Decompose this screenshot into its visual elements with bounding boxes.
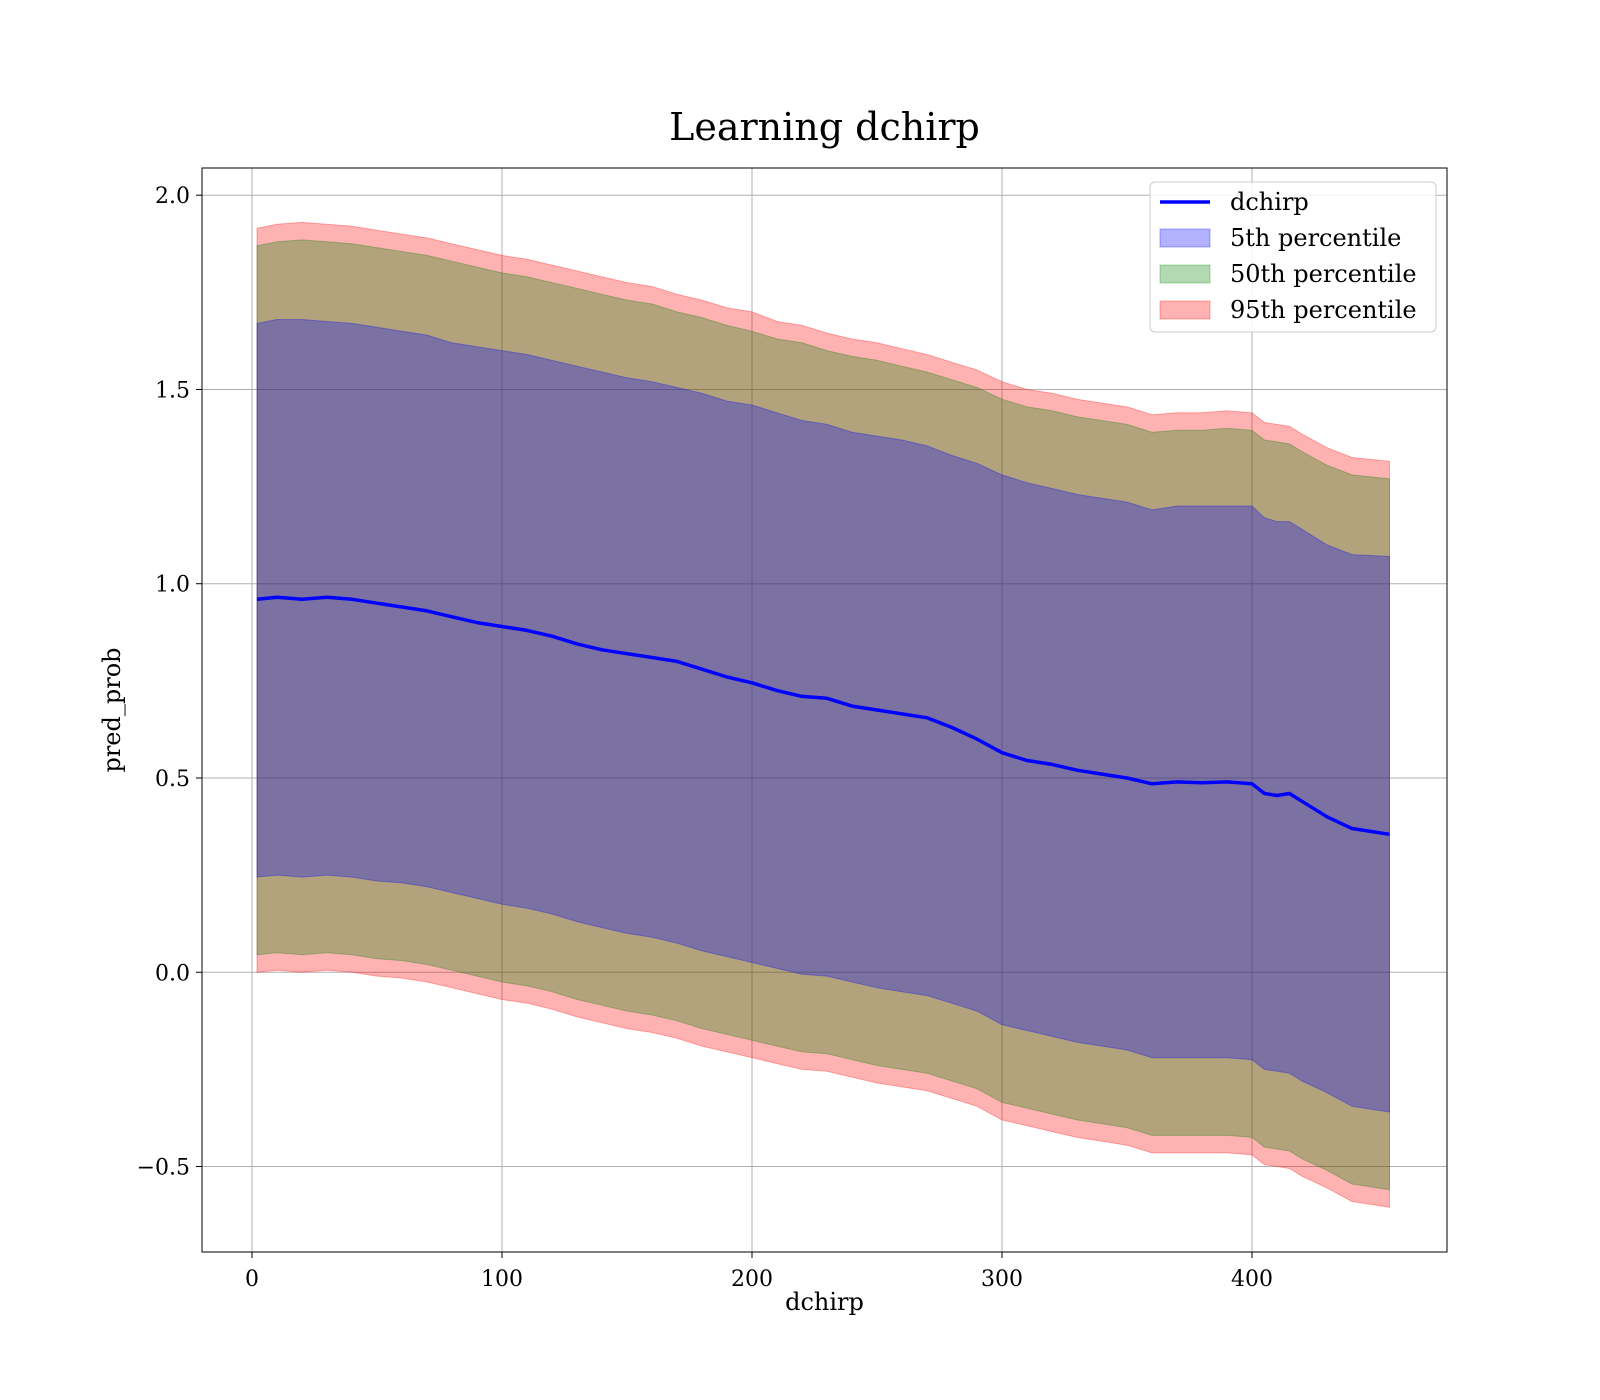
x-axis-label: dchirp — [785, 1288, 864, 1316]
x-tick-label: 200 — [731, 1267, 773, 1292]
band-5th-percentile — [256, 319, 1390, 1113]
legend: dchirp 5th percentile 50th percentile 95th … — [1149, 181, 1437, 333]
y-tick-label: 1.5 — [155, 378, 190, 403]
x-tick-label: 100 — [481, 1267, 523, 1292]
x-tick-label: 300 — [981, 1267, 1023, 1292]
legend-swatch-50th-percentile — [1159, 264, 1211, 284]
y-axis-ticks: −0.5 0.0 0.5 1.0 1.5 2.0 — [137, 184, 202, 1181]
legend-label-dchirp: dchirp — [1230, 188, 1309, 216]
legend-label-5th-percentile: 5th percentile — [1230, 224, 1401, 252]
band-50th-percentile — [256, 239, 1390, 1191]
series-lines — [256, 595, 1390, 837]
y-axis-label: pred_prob — [98, 647, 126, 772]
legend-swatch-95th-percentile — [1159, 300, 1211, 320]
y-tick-label: −0.5 — [137, 1156, 190, 1181]
y-tick-label: 1.0 — [155, 573, 190, 598]
y-tick-label: 0.5 — [155, 767, 190, 792]
legend-label-95th-percentile: 95th percentile — [1230, 296, 1417, 324]
band-95th-percentile — [256, 221, 1390, 1208]
plot-frame — [201, 167, 1448, 1253]
chart-title: Learning dchirp — [669, 105, 980, 149]
y-tick-label: 2.0 — [155, 184, 190, 209]
y-tick-label: 0.0 — [155, 961, 190, 986]
x-tick-label: 0 — [245, 1267, 259, 1292]
line-dchirp — [256, 595, 1390, 837]
legend-box — [1149, 181, 1437, 333]
x-tick-label: 400 — [1231, 1267, 1273, 1292]
percentile-bands — [256, 221, 1390, 1208]
legend-swatch-5th-percentile — [1159, 228, 1211, 248]
x-axis-ticks: 0 100 200 300 400 — [245, 1252, 1273, 1292]
legend-label-50th-percentile: 50th percentile — [1230, 260, 1417, 288]
